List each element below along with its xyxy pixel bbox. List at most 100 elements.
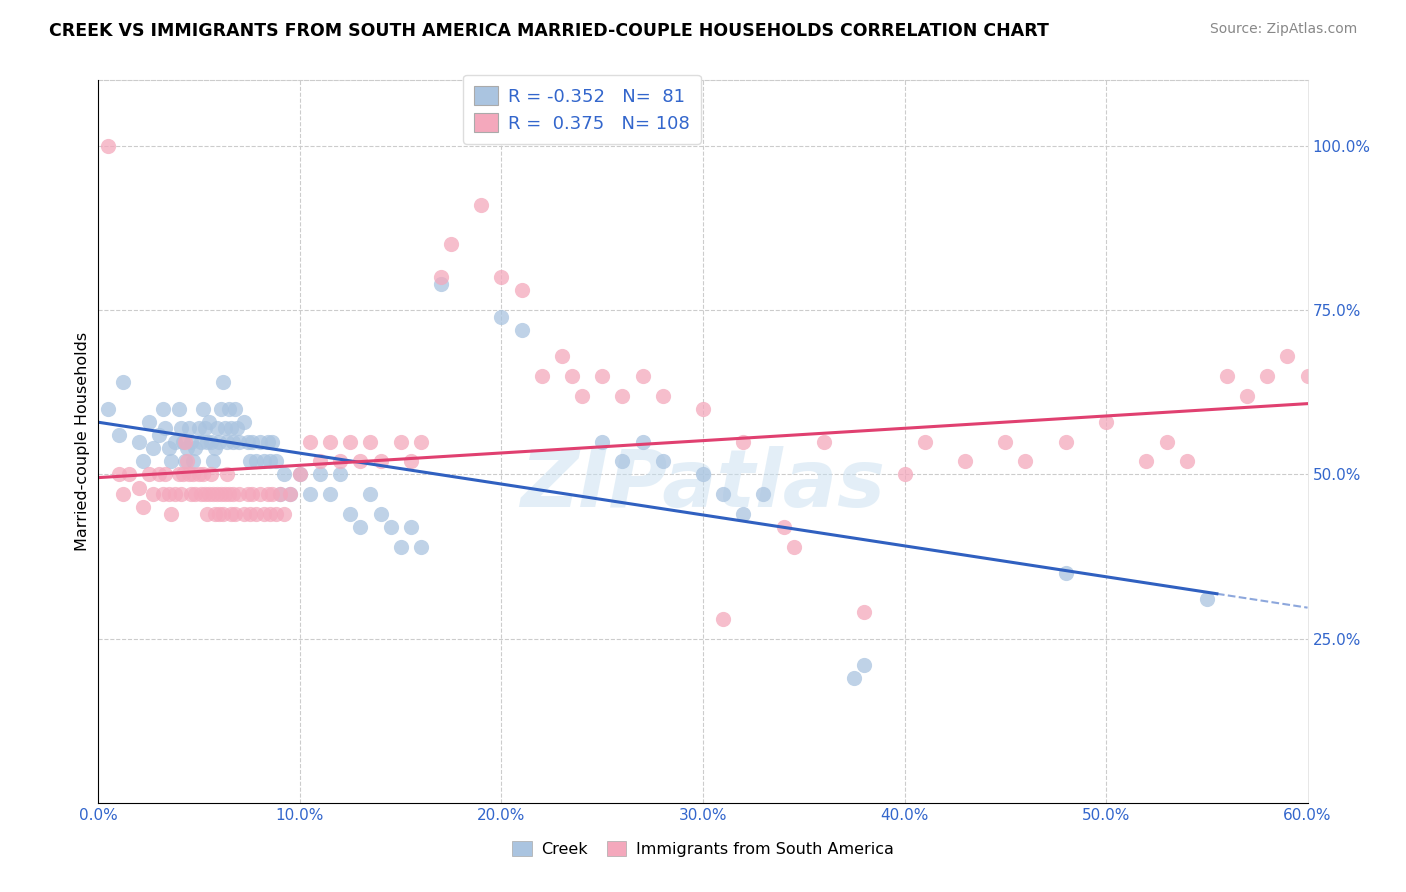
Point — [200, 467, 222, 482]
Point — [772, 520, 794, 534]
Point — [153, 467, 176, 482]
Point — [339, 434, 361, 449]
Point — [198, 487, 221, 501]
Point — [612, 454, 634, 468]
Point — [339, 507, 361, 521]
Point — [174, 454, 197, 468]
Point — [208, 434, 231, 449]
Point — [128, 481, 150, 495]
Point — [228, 434, 250, 449]
Point — [470, 198, 492, 212]
Point — [256, 487, 278, 501]
Point — [188, 421, 211, 435]
Point — [329, 454, 352, 468]
Point — [142, 441, 165, 455]
Point — [692, 401, 714, 416]
Point — [170, 421, 193, 435]
Point — [491, 310, 513, 324]
Point — [953, 454, 976, 468]
Point — [288, 467, 311, 482]
Point — [711, 612, 734, 626]
Point — [212, 507, 235, 521]
Point — [111, 376, 134, 390]
Point — [236, 434, 259, 449]
Point — [107, 467, 129, 482]
Point — [692, 467, 714, 482]
Point — [111, 487, 134, 501]
Point — [349, 520, 371, 534]
Point — [172, 434, 194, 449]
Point — [240, 487, 263, 501]
Point — [260, 434, 283, 449]
Point — [273, 467, 295, 482]
Point — [253, 507, 276, 521]
Point — [273, 507, 295, 521]
Point — [571, 388, 593, 402]
Point — [195, 507, 218, 521]
Point — [380, 520, 402, 534]
Point — [269, 487, 291, 501]
Point — [510, 284, 533, 298]
Point — [97, 401, 120, 416]
Point — [207, 487, 229, 501]
Point — [591, 434, 613, 449]
Point — [172, 467, 194, 482]
Point — [118, 467, 141, 482]
Point — [152, 487, 174, 501]
Point — [157, 441, 180, 455]
Point — [245, 507, 267, 521]
Point — [228, 487, 250, 501]
Point — [278, 487, 301, 501]
Point — [194, 487, 217, 501]
Point — [97, 139, 120, 153]
Point — [409, 540, 432, 554]
Point — [218, 487, 240, 501]
Point — [193, 467, 215, 482]
Point — [733, 434, 755, 449]
Point — [132, 454, 155, 468]
Point — [209, 487, 232, 501]
Point — [269, 487, 291, 501]
Point — [430, 277, 453, 291]
Point — [200, 434, 222, 449]
Point — [208, 507, 231, 521]
Point — [184, 487, 207, 501]
Point — [253, 454, 276, 468]
Point — [232, 415, 254, 429]
Text: ZIPatlas: ZIPatlas — [520, 446, 886, 524]
Point — [752, 487, 775, 501]
Point — [278, 487, 301, 501]
Point — [249, 487, 271, 501]
Point — [209, 401, 232, 416]
Point — [994, 434, 1017, 449]
Point — [299, 487, 322, 501]
Point — [153, 421, 176, 435]
Point — [170, 487, 193, 501]
Point — [1054, 434, 1077, 449]
Point — [1216, 368, 1239, 383]
Point — [1256, 368, 1278, 383]
Point — [222, 487, 245, 501]
Point — [163, 487, 186, 501]
Legend: Creek, Immigrants from South America: Creek, Immigrants from South America — [506, 835, 900, 863]
Point — [181, 467, 204, 482]
Point — [188, 467, 211, 482]
Point — [1054, 566, 1077, 580]
Point — [222, 434, 245, 449]
Point — [190, 434, 212, 449]
Point — [260, 487, 283, 501]
Point — [591, 368, 613, 383]
Point — [1236, 388, 1258, 402]
Point — [217, 467, 239, 482]
Point — [195, 434, 218, 449]
Point — [232, 507, 254, 521]
Point — [167, 467, 190, 482]
Point — [224, 507, 246, 521]
Point — [651, 454, 673, 468]
Point — [510, 323, 533, 337]
Point — [239, 507, 262, 521]
Point — [245, 454, 267, 468]
Point — [160, 454, 183, 468]
Point — [491, 270, 513, 285]
Point — [409, 434, 432, 449]
